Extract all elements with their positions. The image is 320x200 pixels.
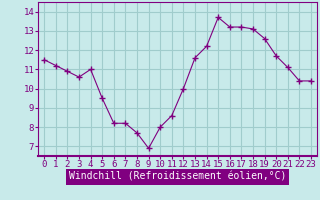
- X-axis label: Windchill (Refroidissement éolien,°C): Windchill (Refroidissement éolien,°C): [69, 172, 286, 182]
